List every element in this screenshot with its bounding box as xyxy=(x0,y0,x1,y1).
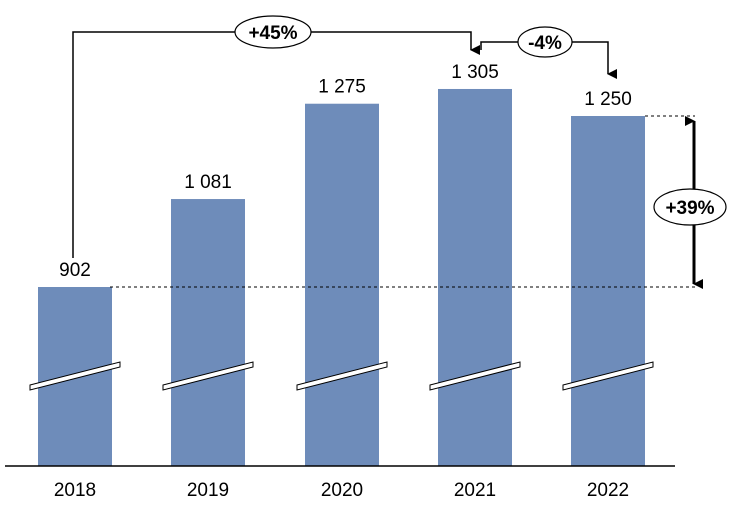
value-label-2020: 1 275 xyxy=(318,77,366,98)
axis-break-2020 xyxy=(296,361,388,391)
value-label-2019: 1 081 xyxy=(184,172,232,193)
bar-2022 xyxy=(571,116,645,466)
x-tick-2018: 2018 xyxy=(54,480,96,501)
axis-break-2022 xyxy=(562,361,654,391)
value-label-2018: 902 xyxy=(59,260,91,281)
annotation-label-1: +45% xyxy=(248,23,297,44)
bar-2021 xyxy=(438,88,512,467)
annotation-label-2: -4% xyxy=(528,33,562,54)
x-tick-2021: 2021 xyxy=(454,480,496,501)
annotation-label-3: +39% xyxy=(665,198,714,219)
bar-2019 xyxy=(171,199,245,467)
annotation-bubble-2 xyxy=(517,26,573,58)
axis-break-2018 xyxy=(29,361,121,391)
value-label-2021: 1 305 xyxy=(451,62,499,83)
growth-arrow-2018-2021 xyxy=(72,31,480,258)
x-tick-2020: 2020 xyxy=(321,480,363,501)
axis-break-2021 xyxy=(429,361,521,391)
x-tick-2019: 2019 xyxy=(187,480,229,501)
value-label-2022: 1 250 xyxy=(584,89,632,110)
annotation-bubble-3 xyxy=(653,188,727,226)
bar-2020 xyxy=(305,103,379,466)
annotation-bubble-1 xyxy=(234,15,312,49)
axis-break-2019 xyxy=(162,361,254,391)
x-tick-2022: 2022 xyxy=(587,480,629,501)
